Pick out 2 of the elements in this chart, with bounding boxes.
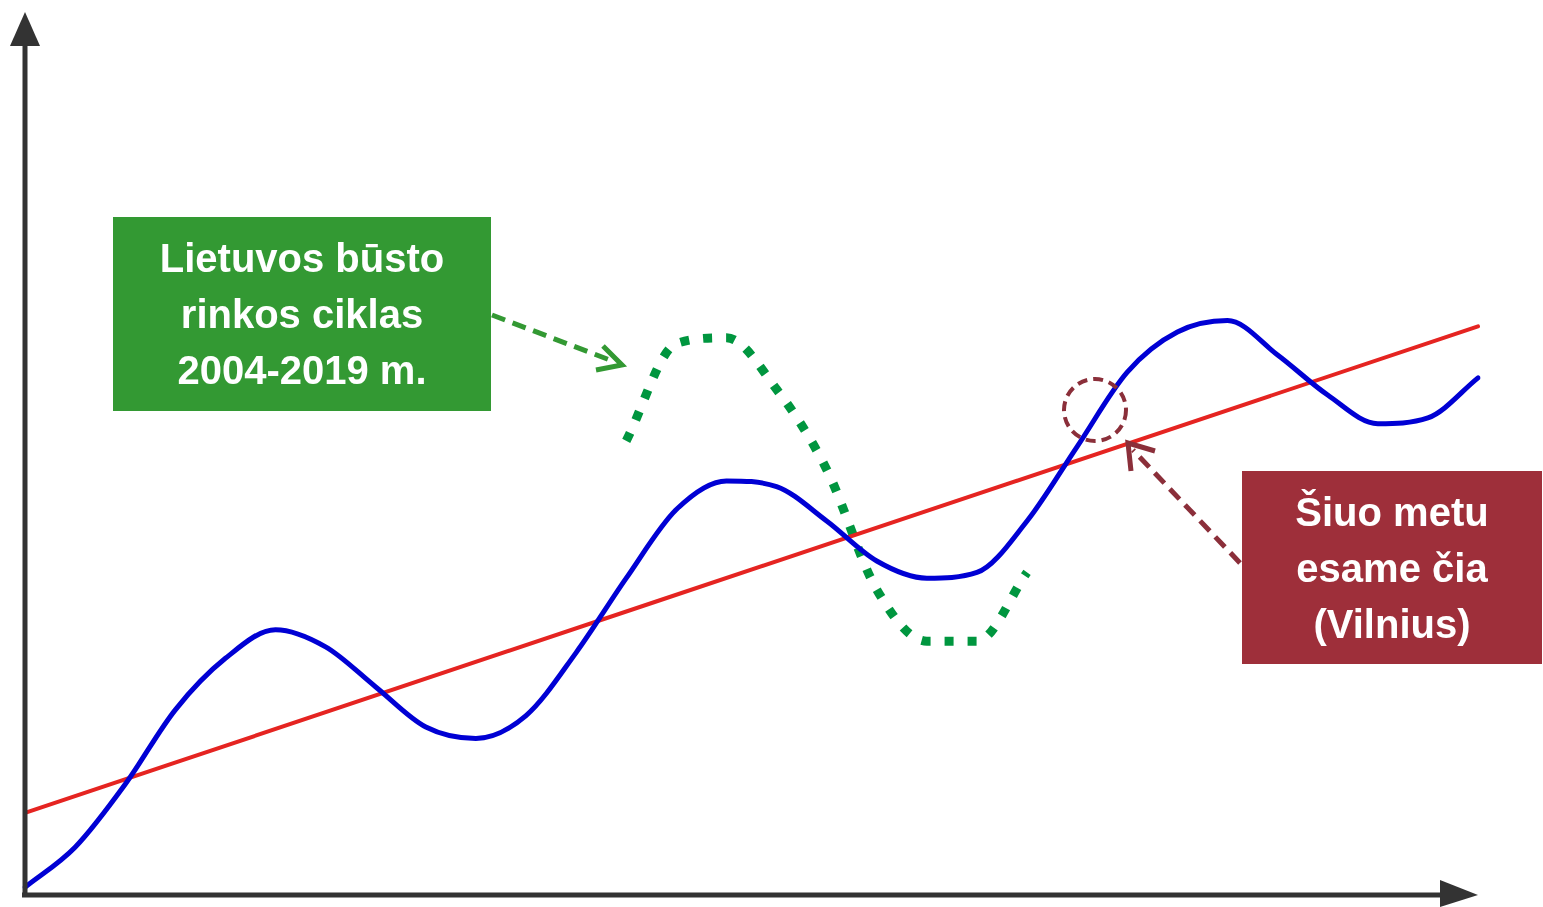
annotation: Šiuo metu esame čia (Vilnius) [1242, 471, 1542, 664]
annotation: Lietuvos būsto rinkos ciklas 2004-2019 m. [113, 217, 491, 411]
